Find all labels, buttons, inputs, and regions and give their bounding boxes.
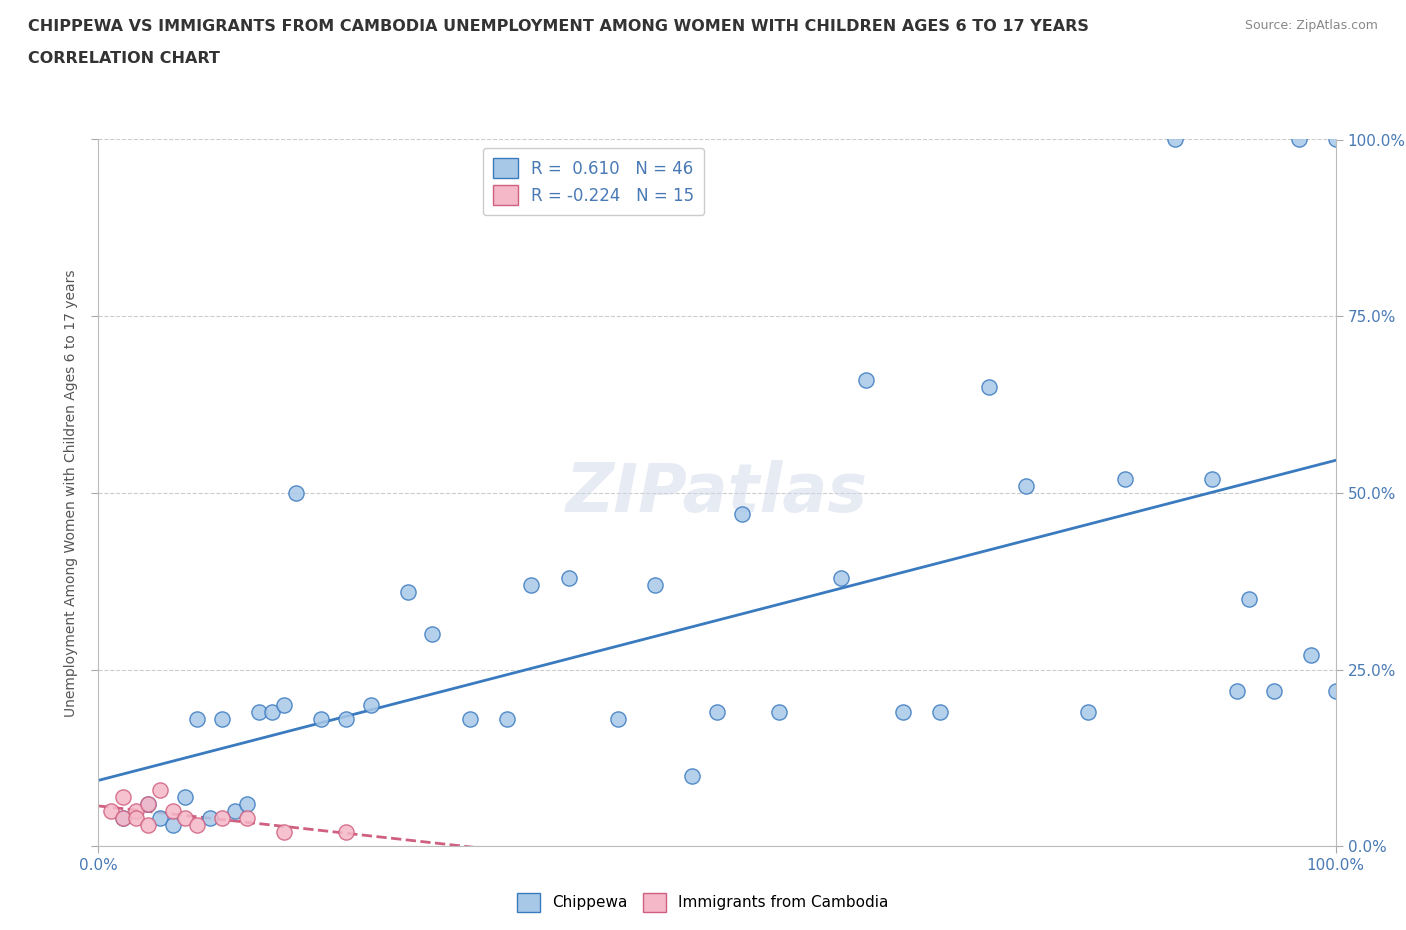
Legend: Chippewa, Immigrants from Cambodia: Chippewa, Immigrants from Cambodia [512, 887, 894, 918]
Point [1237, 591, 1260, 606]
Point [162, 817, 184, 832]
Y-axis label: Unemployment Among Women with Children Ages 6 to 17 years: Unemployment Among Women with Children A… [65, 269, 79, 717]
Point [273, 698, 295, 712]
Point [236, 811, 259, 826]
Point [731, 507, 754, 522]
Point [186, 711, 208, 726]
Point [136, 796, 159, 811]
Point [198, 811, 221, 826]
Point [422, 627, 444, 642]
Point [520, 578, 543, 592]
Text: Source: ZipAtlas.com: Source: ZipAtlas.com [1244, 19, 1378, 32]
Point [136, 817, 159, 832]
Point [855, 372, 877, 387]
Point [112, 811, 135, 826]
Point [174, 790, 197, 804]
Point [495, 711, 517, 726]
Point [224, 804, 246, 818]
Point [768, 705, 790, 720]
Point [1288, 132, 1310, 147]
Point [1226, 684, 1249, 698]
Text: ZIPatlas: ZIPatlas [567, 460, 868, 525]
Point [557, 570, 579, 585]
Point [1299, 648, 1322, 663]
Point [211, 811, 233, 826]
Legend: R =  0.610   N = 46, R = -0.224   N = 15: R = 0.610 N = 46, R = -0.224 N = 15 [482, 148, 704, 215]
Point [149, 811, 172, 826]
Point [1077, 705, 1099, 720]
Point [928, 705, 950, 720]
Point [706, 705, 728, 720]
Point [124, 811, 146, 826]
Point [174, 811, 197, 826]
Point [1201, 472, 1223, 486]
Point [979, 379, 1001, 394]
Point [136, 796, 159, 811]
Point [285, 485, 308, 500]
Point [830, 570, 852, 585]
Point [211, 711, 233, 726]
Point [112, 811, 135, 826]
Text: CHIPPEWA VS IMMIGRANTS FROM CAMBODIA UNEMPLOYMENT AMONG WOMEN WITH CHILDREN AGES: CHIPPEWA VS IMMIGRANTS FROM CAMBODIA UNE… [28, 19, 1090, 33]
Point [124, 804, 146, 818]
Point [247, 705, 270, 720]
Point [1324, 684, 1347, 698]
Point [335, 711, 357, 726]
Point [112, 790, 135, 804]
Point [891, 705, 914, 720]
Point [309, 711, 332, 726]
Point [1015, 478, 1038, 493]
Point [335, 825, 357, 840]
Point [100, 804, 122, 818]
Point [458, 711, 481, 726]
Point [186, 817, 208, 832]
Point [607, 711, 630, 726]
Text: CORRELATION CHART: CORRELATION CHART [28, 51, 219, 66]
Point [644, 578, 666, 592]
Point [1114, 472, 1136, 486]
Point [1164, 132, 1187, 147]
Point [236, 796, 259, 811]
Point [260, 705, 283, 720]
Point [273, 825, 295, 840]
Point [1324, 132, 1347, 147]
Point [149, 782, 172, 797]
Point [1263, 684, 1285, 698]
Point [360, 698, 382, 712]
Point [681, 768, 703, 783]
Point [396, 584, 419, 599]
Point [162, 804, 184, 818]
